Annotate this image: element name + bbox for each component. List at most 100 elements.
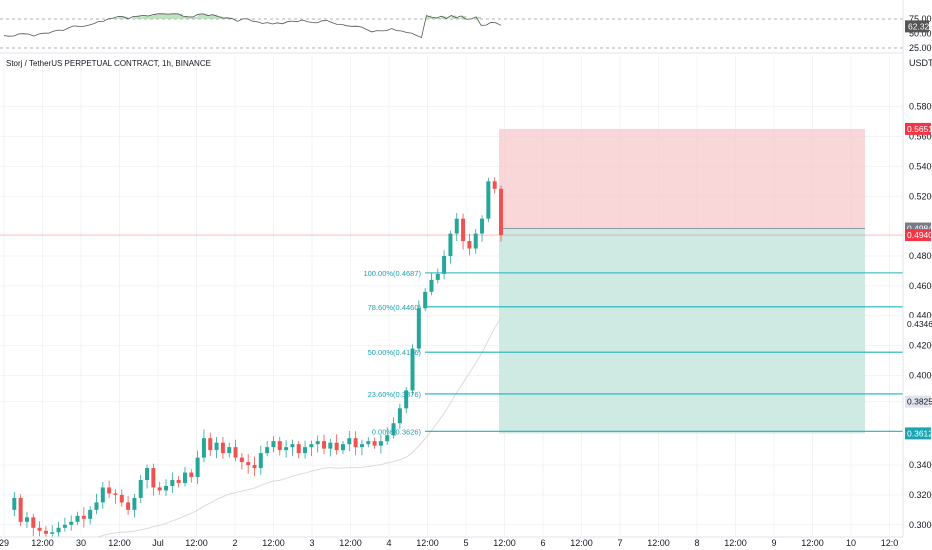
candle-body <box>290 444 295 448</box>
candle-body <box>62 524 67 528</box>
candle-body <box>385 435 390 442</box>
candle-body <box>397 408 402 424</box>
candle-body <box>100 487 105 503</box>
candle-body <box>220 442 225 454</box>
time-axis[interactable]: 29 12:00 30 12:00 Jul 12:00 2 12:00 3 12:00 4 12:00… <box>0 538 898 548</box>
fib-level-label: 50.00%(0.4156) <box>368 348 422 357</box>
time-axis-tick: 6 <box>540 538 545 548</box>
candle-body <box>410 348 415 391</box>
candle-body <box>157 487 162 491</box>
candle-body <box>473 233 478 249</box>
candle-body <box>499 188 503 236</box>
rsi-line <box>3 13 502 39</box>
stop-loss-zone[interactable] <box>499 128 865 229</box>
rsi-pane[interactable] <box>0 0 903 52</box>
candle-body <box>303 447 308 454</box>
time-axis-tick: 4 <box>386 538 391 548</box>
candle-body <box>31 517 36 528</box>
price-tag <box>905 317 931 330</box>
candle-body <box>442 256 447 274</box>
candle-body <box>189 472 194 478</box>
symbol-title: Storj / TetherUS PERPETUAL CONTRACT, 1h,… <box>6 59 211 68</box>
candle-body <box>309 444 314 448</box>
candle-body <box>258 453 263 469</box>
candle-body <box>322 441 327 449</box>
time-axis-bg[interactable] <box>0 537 932 550</box>
candle-body <box>404 390 409 409</box>
time-axis-tick: 12:00 <box>262 538 285 548</box>
rsi-axis-tick: 50.00 <box>909 29 932 39</box>
candle-body <box>214 442 219 451</box>
candle-body <box>271 441 276 448</box>
candle-body <box>195 457 200 478</box>
time-axis-tick: 12:00 <box>339 538 362 548</box>
fib-level-label: 0.00%(0.3626) <box>372 427 422 436</box>
price-tag <box>905 395 931 408</box>
candle-body <box>233 447 238 458</box>
time-axis-tick: 2 <box>232 538 237 548</box>
time-axis-tick: 5 <box>463 538 468 548</box>
price-tag <box>905 122 931 135</box>
candle-body <box>81 515 86 519</box>
rsi-axis-tick: 25.00 <box>909 43 932 53</box>
candle-body <box>391 423 396 436</box>
candle-body <box>454 218 459 234</box>
time-axis-tick: 3 <box>309 538 314 548</box>
candle-body <box>429 279 434 292</box>
candle-body <box>423 291 428 309</box>
price-tag-label: 0.4346 <box>907 319 932 329</box>
candles <box>12 177 503 542</box>
time-axis-tick: 12:00 <box>185 538 208 548</box>
candle-body <box>480 218 485 234</box>
candle-body <box>69 521 74 525</box>
candle-body <box>164 485 169 491</box>
fib-level-label: 23.60%(0.3876) <box>368 390 422 399</box>
candle-body <box>486 181 491 219</box>
fib-level-label: 100.00%(0.4687) <box>363 269 421 278</box>
candle-body <box>176 480 181 483</box>
candle-body <box>107 487 112 494</box>
candle-body <box>448 233 453 256</box>
time-axis-tick: 12:00 <box>647 538 670 548</box>
take-profit-zone[interactable] <box>499 228 865 434</box>
time-axis-tick: 12:00 <box>31 538 54 548</box>
candle-body <box>208 438 213 451</box>
moving-average-line <box>96 317 502 538</box>
candle-body <box>296 444 301 454</box>
time-axis-tick: 8 <box>694 538 699 548</box>
rsi-current-tag <box>905 20 929 33</box>
time-axis-tick: 12:00 <box>570 538 593 548</box>
candle-body <box>372 441 377 446</box>
candle-body <box>75 515 80 522</box>
candle-body <box>151 468 156 488</box>
time-axis-tick: 12:00 <box>801 538 824 548</box>
candle-body <box>492 181 497 189</box>
rsi-overbought-fill <box>108 13 482 19</box>
candle-body <box>435 273 440 280</box>
candle-body <box>50 532 55 534</box>
price-tag-label: 0.4940 <box>907 230 932 240</box>
time-axis-tick: 12:00 <box>493 538 516 548</box>
candle-body <box>24 517 29 522</box>
candle-body <box>246 462 251 466</box>
candle-body <box>347 438 352 445</box>
time-axis-tick: 10 <box>846 538 856 548</box>
candle-body <box>201 438 206 458</box>
price-axis-bg[interactable] <box>903 0 932 550</box>
candle-body <box>56 527 61 533</box>
fibonacci-retracement[interactable]: 100.00%(0.4687) 78.60%(0.4460) 50.00%(0.41… <box>363 269 903 436</box>
candle-body <box>182 472 187 483</box>
candle-body <box>145 468 150 480</box>
candle-body <box>119 494 124 503</box>
